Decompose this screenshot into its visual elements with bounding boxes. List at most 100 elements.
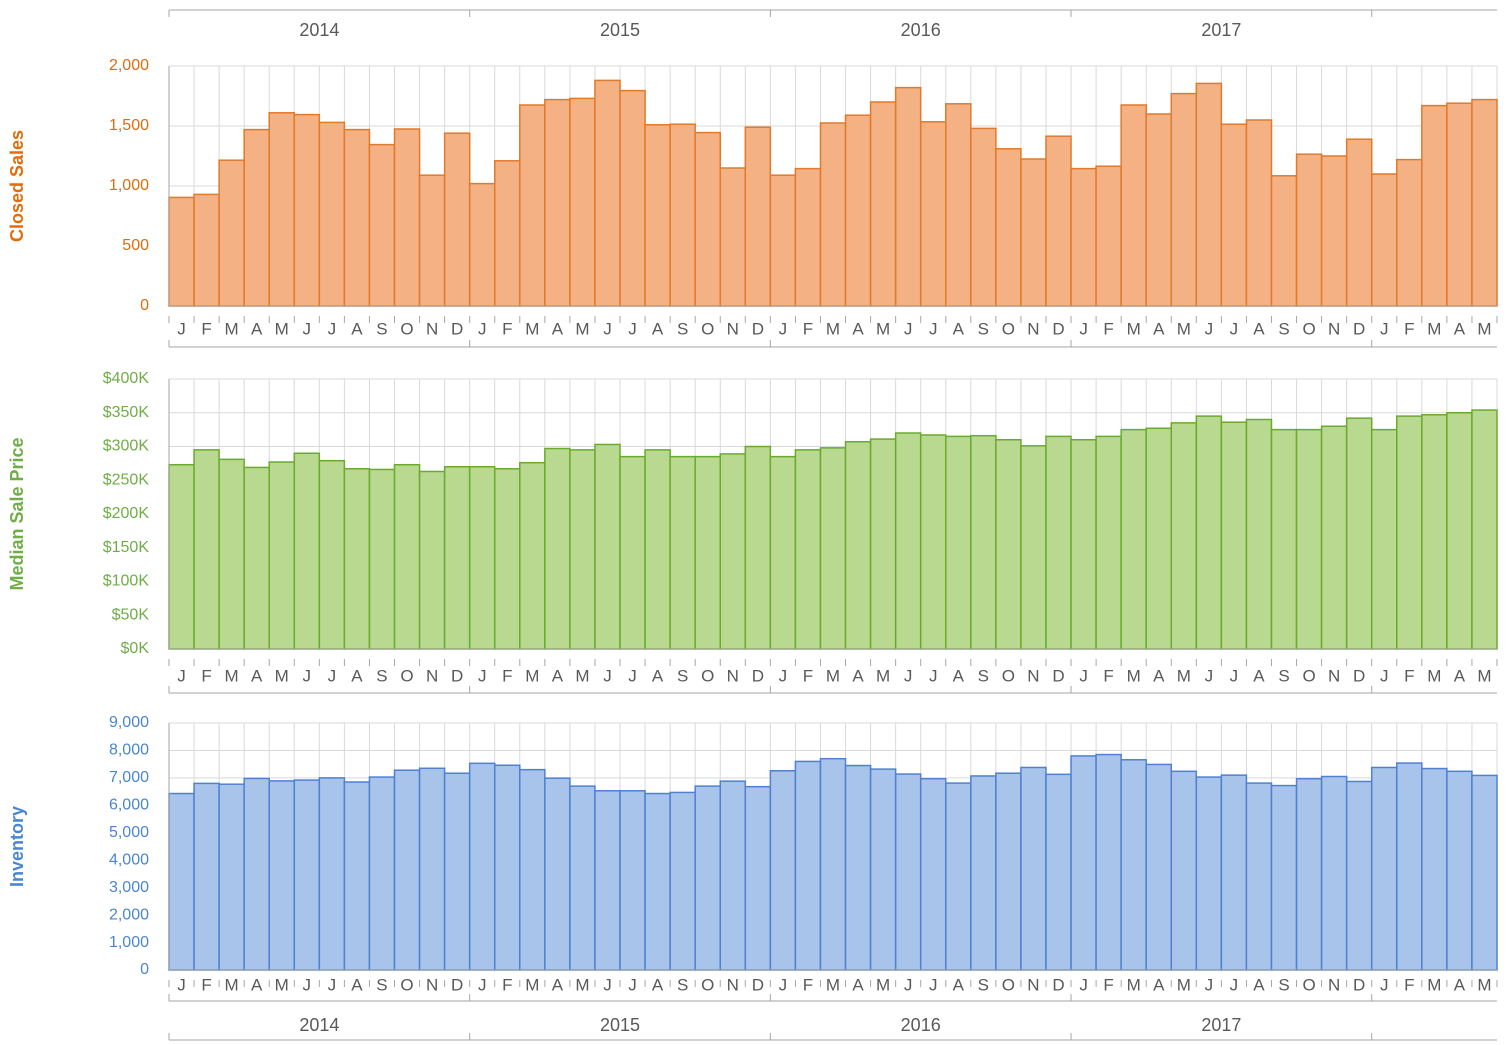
bar [1220,123,1248,307]
x-tick-label: F [803,975,813,994]
bar [1345,780,1373,971]
x-tick-label: S [1278,975,1289,994]
x-tick-label: D [752,975,764,994]
bar [1095,165,1122,307]
x-tick-label: M [826,319,840,338]
x-tick-label: S [677,975,688,994]
x-tick-label: J [303,975,312,994]
y-tick-label: 500 [122,237,149,254]
bar [794,760,822,971]
bar [1421,104,1448,307]
bar [1220,774,1248,971]
x-tick-label: A [953,319,965,338]
bar [1020,158,1047,307]
x-tick-label: J [603,975,612,994]
x-tick-label: N [1328,975,1340,994]
x-tick-label: O [1002,975,1015,994]
x-tick-label: O [1302,975,1315,994]
bar [945,435,972,650]
x-tick-label: F [1404,666,1414,685]
x-tick-label: A [351,319,363,338]
bar [168,792,195,971]
y-tick-label: $0K [121,640,150,657]
x-tick-label: J [603,666,612,685]
x-tick-label: N [426,666,438,685]
bar [318,777,346,971]
bar [443,132,471,307]
bar [443,466,471,650]
x-tick-label: A [552,319,564,338]
x-tick-label: M [525,975,539,994]
bar [1345,417,1373,650]
bar [869,101,897,307]
bar [919,777,947,971]
y-tick-label: $100K [103,573,150,590]
bar [1396,762,1423,971]
bar [1370,173,1398,307]
x-tick-label: O [1302,319,1315,338]
bar [719,167,747,307]
bar [1195,415,1223,650]
bar [1020,445,1047,650]
bar [995,772,1022,971]
y-tick-label: $400K [103,370,150,387]
x-tick-label: M [275,666,289,685]
x-tick-label: M [1427,975,1441,994]
x-tick-label: M [1477,319,1491,338]
y-tick-label: 2,000 [109,906,149,923]
bar [694,131,721,307]
x-tick-label: A [652,975,664,994]
y-tick-label: 1,000 [109,934,149,951]
x-tick-label: F [201,666,211,685]
x-tick-label: J [328,975,337,994]
x-tick-label: J [478,319,487,338]
bar [468,466,496,650]
x-tick-label: J [328,666,337,685]
bar [819,122,847,307]
x-tick-label: M [275,975,289,994]
bar [1145,427,1173,650]
x-tick-label: A [1153,666,1165,685]
bar [919,434,947,650]
x-tick-label: M [1177,975,1191,994]
y-tick-label: $150K [103,539,150,556]
bar [243,466,270,650]
bar [1120,428,1147,650]
x-tick-label: J [1205,975,1214,994]
y-tick-label: 0 [140,297,149,314]
x-tick-label: M [876,975,890,994]
bar [519,461,546,650]
bar [1270,175,1298,307]
x-tick-label: A [953,975,965,994]
x-tick-label: J [904,319,913,338]
x-tick-label: A [852,319,864,338]
x-tick-label: J [478,666,487,685]
bar [619,455,646,650]
bar [1370,428,1398,650]
x-tick-label: D [451,319,463,338]
bar [1095,435,1122,650]
x-tick-label: S [376,666,387,685]
y-tick-label: $250K [103,471,150,488]
bar [1295,777,1323,971]
bar [794,449,822,650]
x-tick-label: M [1427,666,1441,685]
x-tick-label: A [251,666,263,685]
x-tick-label: O [1302,666,1315,685]
x-tick-label: J [177,319,186,338]
x-tick-label: J [177,666,186,685]
bar [519,768,546,971]
x-tick-label: A [552,975,564,994]
x-tick-label: O [400,319,413,338]
bar [268,461,296,650]
x-tick-label: M [826,666,840,685]
bar [418,470,446,650]
bar [1345,138,1373,307]
bar [218,458,245,650]
bar [393,769,421,971]
y-tick-label: 8,000 [109,742,149,759]
x-tick-label: F [201,319,211,338]
x-tick-label: D [752,319,764,338]
bar [1045,773,1072,971]
bar [1095,753,1122,971]
